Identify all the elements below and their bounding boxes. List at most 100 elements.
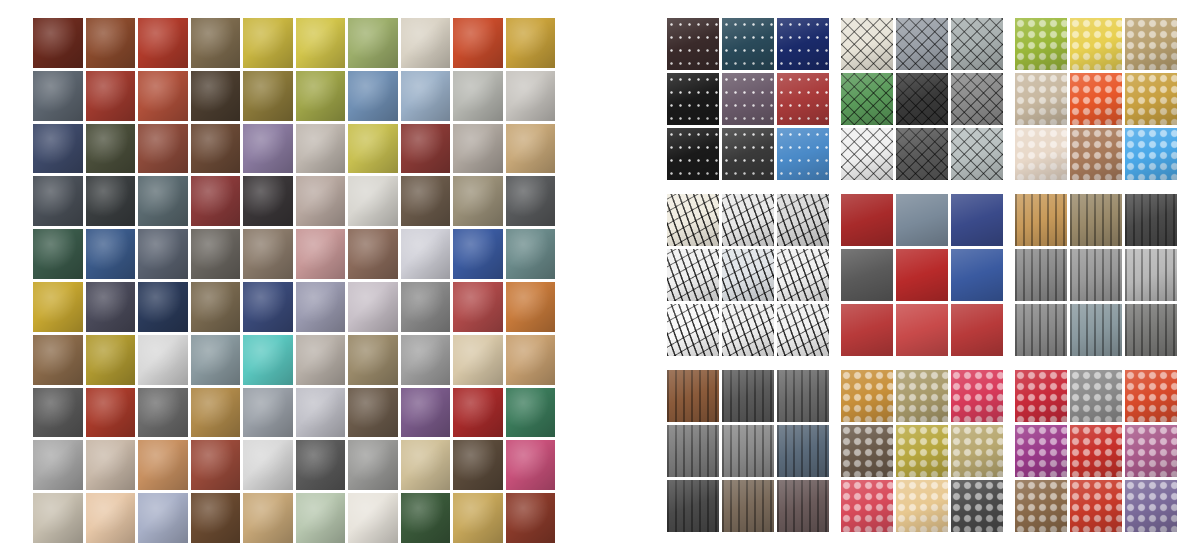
texture-tile	[667, 73, 719, 125]
photo-tile	[33, 334, 83, 385]
photo-tile	[505, 334, 555, 385]
right-image-groups	[667, 18, 1187, 533]
texture-tile	[841, 480, 893, 532]
texture-tile	[722, 194, 774, 246]
photo-tile	[190, 334, 240, 385]
photo-tile	[348, 493, 398, 543]
photo-tile	[505, 18, 555, 68]
texture-tile	[1070, 18, 1122, 70]
photo-tile	[400, 18, 450, 68]
photo-tile	[85, 281, 135, 332]
texture-tile	[1125, 425, 1177, 477]
texture-tile	[777, 73, 829, 125]
texture-tile	[841, 304, 893, 356]
photo-tile	[85, 70, 135, 121]
texture-tile	[841, 194, 893, 246]
photo-tile	[348, 176, 398, 227]
photo-tile	[453, 493, 503, 543]
texture-tile	[1015, 304, 1067, 356]
texture-tile	[667, 370, 719, 422]
photo-tile	[348, 70, 398, 121]
texture-tile	[951, 304, 1003, 356]
photo-tile	[505, 70, 555, 121]
texture-tile	[896, 425, 948, 477]
texture-tile	[841, 18, 893, 70]
texture-tile	[722, 304, 774, 356]
texture-tile	[896, 128, 948, 180]
texture-tile	[951, 249, 1003, 301]
photo-tile	[453, 123, 503, 174]
photo-tile	[243, 176, 293, 227]
texture-tile	[1125, 194, 1177, 246]
photo-tile	[505, 387, 555, 438]
texture-tile	[777, 480, 829, 532]
texture-tile	[667, 194, 719, 246]
texture-tile	[1125, 18, 1177, 70]
photo-tile	[190, 176, 240, 227]
texture-tile	[896, 249, 948, 301]
texture-tile	[777, 249, 829, 301]
texture-tile	[951, 425, 1003, 477]
texture-tile	[1125, 370, 1177, 422]
photo-tile	[295, 70, 345, 121]
left-image-grid	[33, 18, 555, 543]
texture-group	[667, 18, 829, 180]
photo-tile	[243, 334, 293, 385]
texture-tile	[896, 73, 948, 125]
photo-tile	[243, 493, 293, 543]
photo-tile	[33, 18, 83, 68]
photo-tile	[400, 493, 450, 543]
photo-tile	[33, 281, 83, 332]
photo-tile	[138, 281, 188, 332]
texture-tile	[951, 128, 1003, 180]
texture-tile	[841, 73, 893, 125]
texture-tile	[1070, 249, 1122, 301]
texture-tile	[841, 128, 893, 180]
photo-tile	[85, 493, 135, 543]
photo-tile	[505, 229, 555, 279]
photo-tile	[453, 70, 503, 121]
photo-tile	[243, 18, 293, 68]
texture-tile	[841, 249, 893, 301]
texture-tile	[667, 249, 719, 301]
texture-tile	[777, 194, 829, 246]
texture-tile	[896, 304, 948, 356]
photo-tile	[295, 281, 345, 332]
texture-tile	[951, 194, 1003, 246]
texture-tile	[777, 128, 829, 180]
photo-tile	[33, 229, 83, 279]
texture-tile	[1015, 480, 1067, 532]
photo-tile	[295, 123, 345, 174]
photo-tile	[138, 493, 188, 543]
texture-tile	[841, 370, 893, 422]
photo-tile	[348, 387, 398, 438]
photo-tile	[348, 123, 398, 174]
texture-group	[841, 18, 1003, 180]
texture-tile	[777, 18, 829, 70]
photo-tile	[505, 281, 555, 332]
texture-tile	[1070, 128, 1122, 180]
texture-tile	[722, 480, 774, 532]
photo-tile	[400, 387, 450, 438]
texture-tile	[951, 370, 1003, 422]
photo-tile	[453, 387, 503, 438]
photo-tile	[295, 18, 345, 68]
photo-tile	[85, 387, 135, 438]
photo-tile	[138, 440, 188, 491]
texture-tile	[667, 128, 719, 180]
texture-group	[1015, 370, 1177, 532]
photo-tile	[85, 229, 135, 279]
photo-tile	[400, 176, 450, 227]
texture-tile	[667, 18, 719, 70]
photo-tile	[348, 229, 398, 279]
photo-tile	[138, 387, 188, 438]
photo-tile	[138, 229, 188, 279]
texture-tile	[722, 249, 774, 301]
texture-group	[841, 370, 1003, 532]
texture-tile	[1125, 249, 1177, 301]
photo-tile	[85, 123, 135, 174]
texture-group	[1015, 18, 1177, 180]
photo-tile	[33, 70, 83, 121]
texture-tile	[1015, 128, 1067, 180]
photo-tile	[190, 281, 240, 332]
